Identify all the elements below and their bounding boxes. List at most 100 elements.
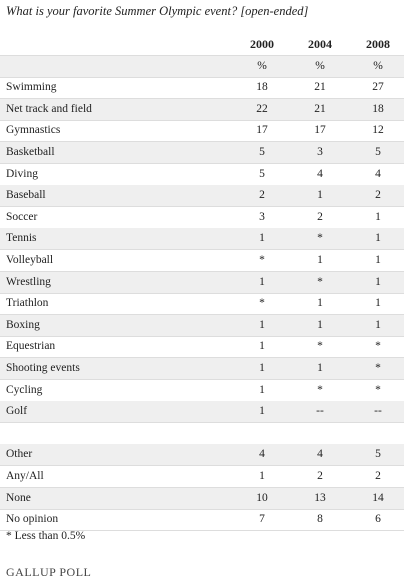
spacer-row [0,423,404,445]
table-row: Volleyball * 1 1 [0,250,404,272]
row-label: Basketball [6,146,55,158]
cell-value: 12 [372,124,384,137]
table-row: Wrestling 1 * 1 [0,271,404,294]
cell-value: 5 [375,448,381,461]
cell-value: 4 [375,167,381,180]
table-row: Swimming 18 21 27 [0,77,404,100]
cell-value: 1 [259,232,265,245]
cell-value: 13 [314,491,326,504]
cell-value: 1 [317,297,323,310]
cell-value: -- [374,405,382,418]
cell-value: 8 [317,513,323,526]
cell-value: 2 [317,210,323,223]
cell-value: 17 [314,124,326,137]
source: GALLUP POLL [6,565,92,579]
cell-value: * [375,362,381,374]
row-label: Boxing [6,318,40,331]
cell-value: 1 [375,254,381,266]
cell-value: 1 [259,362,265,374]
cell-value: 4 [259,448,265,461]
cell-value: 1 [259,340,265,353]
cell-value: 21 [314,102,326,115]
row-label: Wrestling [6,275,51,288]
row-label: Swimming [6,81,57,94]
title: What is your favorite Summer Olympic eve… [6,4,309,18]
table-row: Net track and field 22 21 18 [0,98,404,121]
units-row: %%% [0,55,404,78]
cell-value: * [259,297,265,310]
row-label: Diving [6,167,38,180]
cell-value: 7 [259,513,265,526]
cell-value: 4 [317,167,323,180]
row-label: Cycling [6,383,43,396]
cell-value: 22 [256,102,268,115]
table-row: Boxing 1 1 1 [0,314,404,337]
footnote: * Less than 0.5% [6,530,86,542]
table-row: None 10 13 14 [0,487,404,510]
cell-value: 1 [259,318,265,331]
cell-value: 2 [375,470,381,482]
cell-value: 1 [259,405,265,418]
cell-value: * [317,275,323,288]
row-label: Triathlon [6,297,49,310]
cell-value: 1 [375,275,381,288]
cell-value: 3 [259,210,265,223]
cell-value: 27 [372,81,384,94]
cell-value: 1 [259,275,265,288]
row-label: No opinion [6,513,59,526]
cell-value: 6 [375,513,381,526]
row-label: Any/All [6,470,44,482]
header-row: 2000 2004 2008 [0,34,404,56]
table-row: Golf 1 -- -- [0,401,404,424]
cell-value: * [259,254,265,266]
cell-value: 10 [256,491,268,504]
row-label: Gymnastics [6,124,61,137]
row-label: Volleyball [6,254,54,266]
cell-value: 1 [317,318,323,331]
cell-value: 5 [259,146,265,158]
table-row: Gymnastics 17 17 12 [0,120,404,143]
unit: % [257,59,267,72]
cell-value: 3 [317,146,323,158]
row-label: Equestrian [6,340,56,353]
row-label: Shooting events [6,362,80,374]
cell-value: * [317,340,323,353]
column-header: 2000 [250,37,274,51]
row-label: None [6,491,31,504]
table-row: No opinion 7 8 6 [0,509,404,532]
cell-value: 1 [375,210,381,223]
cell-value: 1 [317,362,323,374]
row-label: Golf [6,405,28,418]
cell-value: * [317,232,323,245]
table-row: Equestrian 1 * * [0,336,404,359]
cell-value: 5 [259,167,265,180]
cell-value: 21 [314,81,326,94]
cell-value: 14 [372,491,384,504]
table-row: Triathlon * 1 1 [0,293,404,316]
cell-value: 18 [256,81,268,94]
cell-value: 1 [375,232,381,245]
table-row: Other 4 4 5 [0,444,404,467]
cell-value: 18 [372,102,384,115]
unit: % [373,59,383,72]
column-header: 2004 [308,37,332,51]
cell-value: 2 [317,470,323,482]
cell-value: 1 [259,470,265,482]
table-row: Diving 5 4 4 [0,164,404,186]
table-row: Basketball 5 3 5 [0,142,404,164]
cell-value: -- [316,405,324,418]
row-label: Tennis [6,232,37,245]
table-row: Any/All 1 2 2 [0,466,404,488]
cell-value: * [375,383,381,396]
cell-value: 5 [375,146,381,158]
row-label: Baseball [6,189,46,202]
cell-value: 1 [375,318,381,331]
table-row: Baseball 2 1 2 [0,185,404,208]
cell-value: 17 [256,124,268,137]
cell-value: 2 [259,189,265,202]
cell-value: 1 [317,189,323,202]
row-label: Net track and field [6,102,92,115]
column-header: 2008 [366,37,390,51]
cell-value: 2 [375,189,381,202]
